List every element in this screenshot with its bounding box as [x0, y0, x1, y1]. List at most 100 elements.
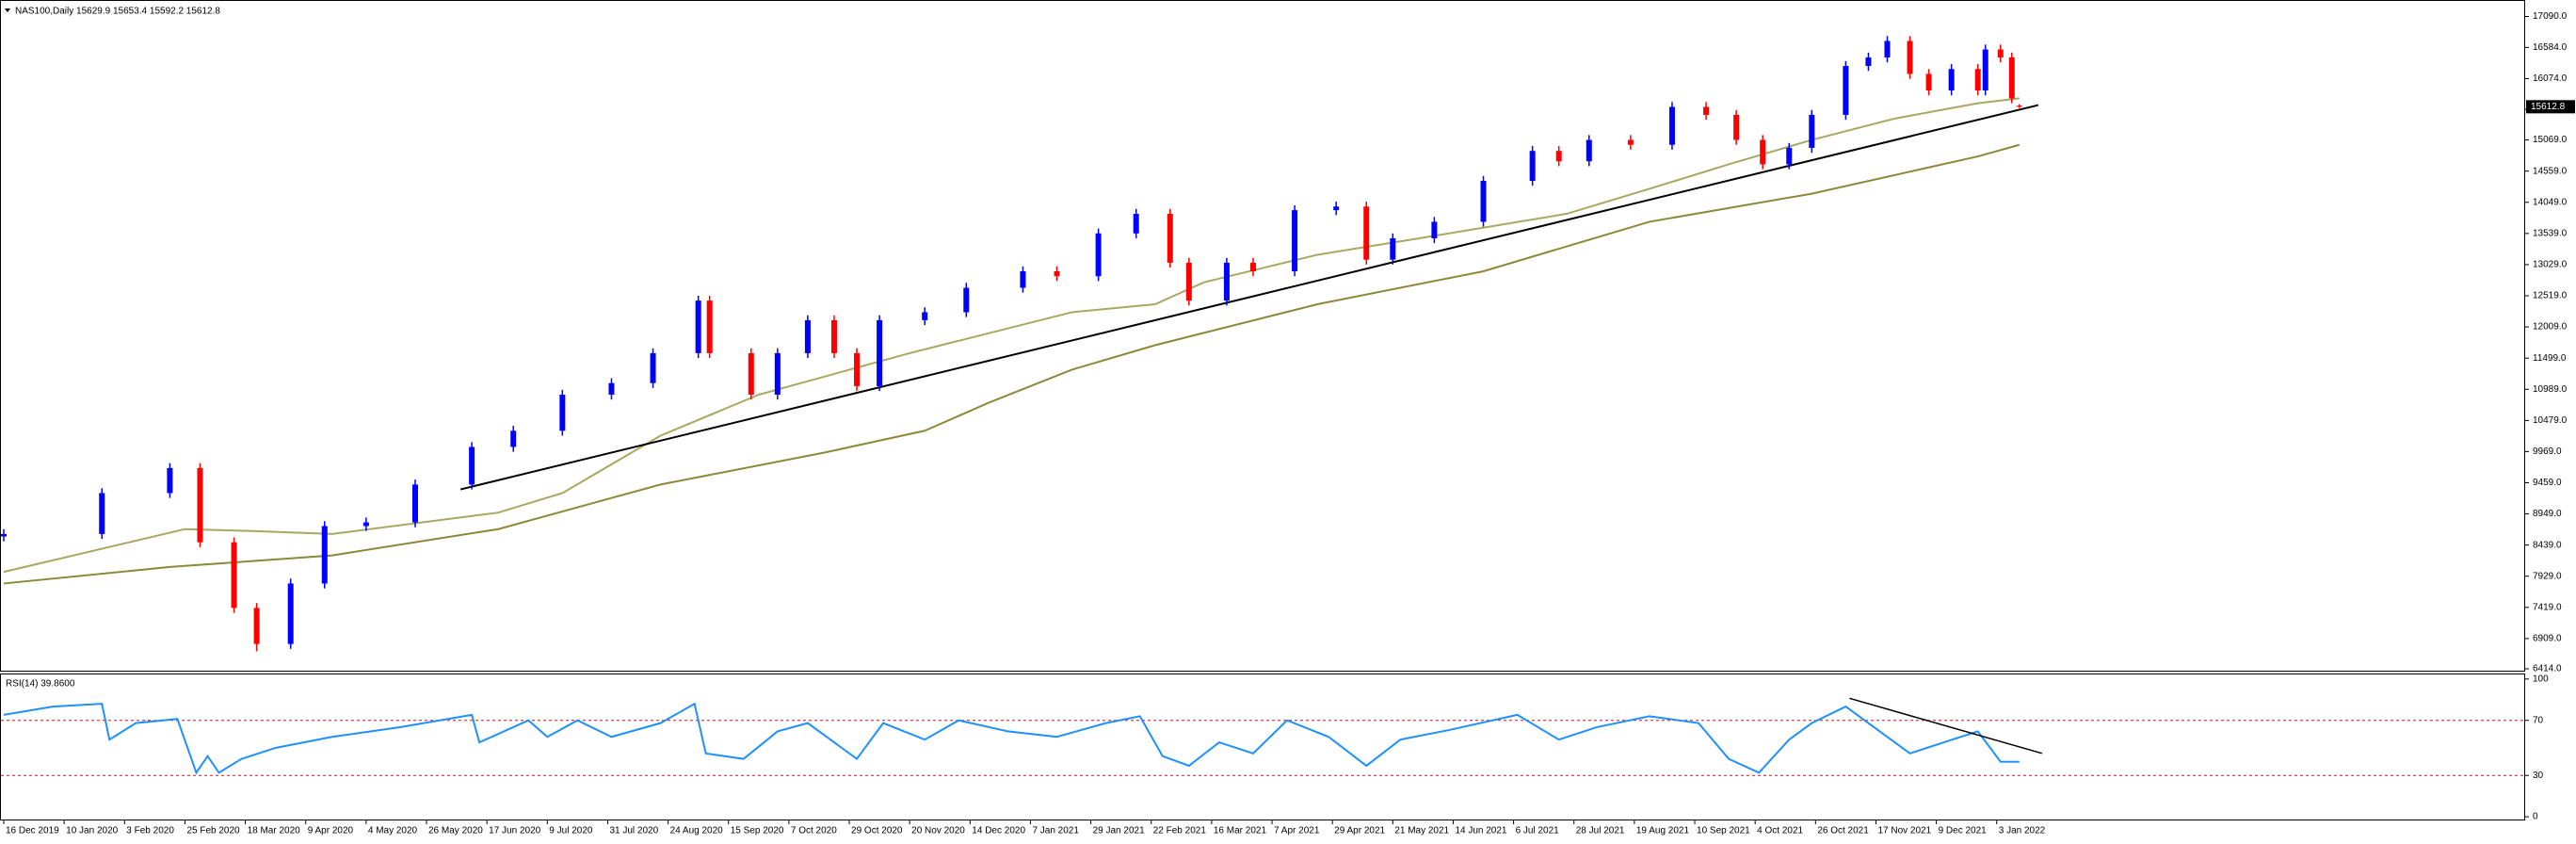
x-tick-label: 17 Nov 2021 [1877, 826, 1931, 836]
x-tick-label: 18 Mar 2020 [248, 826, 301, 836]
candle-body [1703, 106, 1710, 115]
y-tick-label: 6909.0 [2533, 634, 2562, 644]
x-tick-label: 15 Sep 2020 [731, 826, 784, 836]
candle-body [362, 522, 369, 527]
rsi-y-tick-label: 70 [2533, 715, 2544, 725]
candle-body [1809, 114, 1815, 148]
candle-body [830, 319, 837, 353]
candle-body [1223, 262, 1230, 301]
candle-body [804, 319, 811, 353]
x-tick-label: 6 Jul 2021 [1516, 826, 1560, 836]
x-tick-label: 21 May 2021 [1394, 826, 1449, 836]
candle-body [231, 542, 237, 609]
candle-body [1786, 147, 1793, 165]
candle-body [510, 430, 517, 447]
candle-body [197, 467, 203, 543]
x-tick-label: 14 Dec 2020 [972, 826, 1025, 836]
x-tick-label: 25 Feb 2020 [186, 826, 240, 836]
candle-body [774, 352, 781, 396]
y-tick-label: 12009.0 [2533, 322, 2568, 333]
candle-body [1948, 69, 1955, 90]
candle-body [695, 300, 701, 353]
overlay-line [459, 104, 2039, 491]
x-tick-label: 19 Aug 2021 [1636, 826, 1690, 836]
x-tick-label: 17 Jun 2020 [489, 826, 540, 836]
candle-body [2008, 57, 2015, 99]
candle-body [1925, 73, 1932, 90]
x-tick-label: 22 Feb 2021 [1153, 826, 1207, 836]
candle-body [167, 467, 173, 494]
candle-body [1020, 270, 1026, 288]
candle-body [963, 287, 970, 313]
x-tick-label: 31 Jul 2020 [609, 826, 658, 836]
x-tick-label: 4 May 2020 [368, 826, 418, 836]
candle-body [706, 300, 713, 353]
x-tick-label: 7 Apr 2021 [1274, 826, 1320, 836]
candle-body [1997, 49, 2004, 57]
candle-body [1390, 237, 1396, 260]
y-tick-label: 14049.0 [2533, 197, 2568, 207]
x-tick-label: 3 Feb 2020 [126, 826, 174, 836]
y-tick-label: 16584.0 [2533, 42, 2568, 53]
candle-body [1529, 151, 1536, 181]
x-tick-label: 20 Nov 2020 [911, 826, 965, 836]
x-tick-label: 7 Oct 2020 [791, 826, 837, 836]
candle-body [1363, 206, 1370, 260]
candle-body [1982, 49, 1988, 90]
x-tick-label: 28 Jul 2021 [1576, 826, 1625, 836]
candle-body [1586, 139, 1592, 162]
candle-body [1167, 214, 1173, 263]
candle-body [1095, 233, 1102, 277]
rsi-y-tick-label: 0 [2533, 812, 2538, 822]
menu-icon[interactable] [5, 8, 10, 12]
x-tick-label: 29 Jan 2021 [1093, 826, 1145, 836]
x-tick-label: 10 Sep 2021 [1697, 826, 1750, 836]
candle-body [1333, 206, 1340, 211]
candle-body [748, 352, 754, 396]
candle-body [469, 446, 475, 485]
y-tick-label: 17090.0 [2533, 11, 2568, 22]
x-tick-label: 26 Oct 2021 [1817, 826, 1869, 836]
candle-body [1843, 66, 1849, 115]
y-tick-label: 10479.0 [2533, 415, 2568, 426]
candle-body [1884, 41, 1891, 57]
candle-body [608, 382, 615, 396]
candle-body [287, 583, 294, 644]
candle-body [1865, 57, 1872, 67]
rsi-trendline [1849, 697, 2043, 755]
x-tick-label: 9 Dec 2021 [1939, 826, 1988, 836]
y-tick-label: 10989.0 [2533, 384, 2568, 395]
y-tick-label: 9459.0 [2533, 478, 2562, 488]
candle-body [1974, 69, 1981, 90]
candle-body [1555, 151, 1562, 162]
candle-body [1292, 210, 1298, 271]
candle-body [1627, 139, 1634, 145]
y-tick-label: 8949.0 [2533, 509, 2562, 519]
candle-body [1760, 139, 1766, 165]
candle-body [1249, 262, 1256, 271]
chart-title: NAS100,Daily 15629.9 15653.4 15592.2 156… [15, 7, 220, 17]
candle-body [253, 608, 260, 644]
x-tick-label: 16 Mar 2021 [1214, 826, 1267, 836]
candle-body [99, 493, 105, 534]
rsi-pane-border [0, 674, 2525, 820]
candle-body [1, 533, 8, 537]
candle-body [321, 526, 328, 584]
candle-body [1185, 262, 1192, 301]
last-price-box [2526, 100, 2575, 114]
candle-body [1480, 180, 1487, 222]
x-tick-label: 9 Jul 2020 [549, 826, 593, 836]
x-tick-label: 26 May 2020 [428, 826, 483, 836]
y-tick-label: 8439.0 [2533, 540, 2562, 550]
y-tick-label: 7419.0 [2533, 602, 2562, 612]
x-tick-label: 9 Apr 2020 [308, 826, 354, 836]
candle-body [1733, 114, 1740, 140]
y-tick-label: 11499.0 [2533, 353, 2567, 364]
x-tick-label: 29 Oct 2020 [851, 826, 903, 836]
indicator-title: RSI(14) 39.8600 [6, 679, 75, 690]
x-tick-label: 14 Jun 2021 [1455, 826, 1506, 836]
rsi-y-tick-label: 30 [2533, 771, 2544, 781]
rsi-y-tick-label: 100 [2533, 674, 2549, 684]
